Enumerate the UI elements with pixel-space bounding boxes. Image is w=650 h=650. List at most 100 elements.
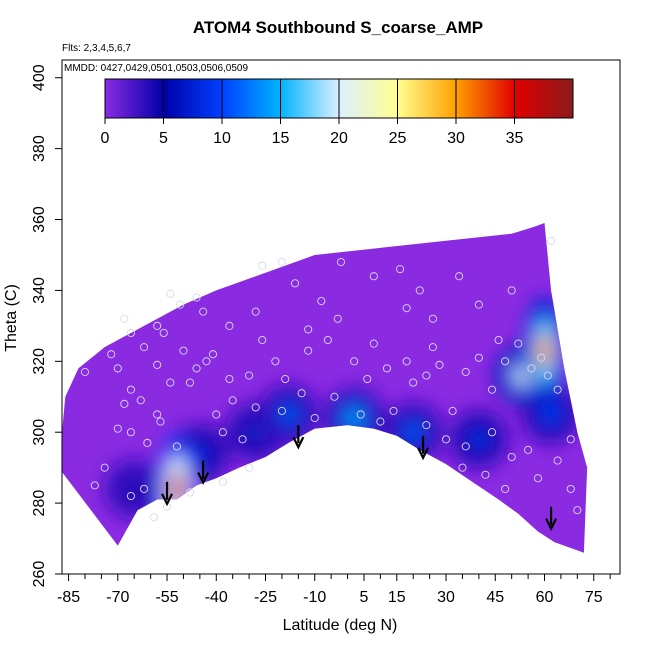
dates-label: MMDD: 0427,0429,0501,0503,0506,0509 [64, 63, 248, 74]
x-tick-label-4: -25 [254, 589, 277, 606]
data-point-81 [566, 484, 575, 493]
hot-spot-6-layer-2 [403, 422, 424, 443]
data-point-13 [166, 378, 175, 387]
x-tick-label-6: 5 [360, 589, 369, 606]
colorbar-tick-label-5: 25 [389, 130, 407, 147]
data-point-106 [277, 258, 286, 267]
data-point-84 [140, 343, 149, 352]
data-point-91 [336, 258, 346, 267]
data-point-33 [350, 357, 359, 366]
data-point-58 [330, 392, 339, 401]
colorbar-tick-label-3: 15 [272, 130, 290, 147]
hot-spot-1-layer-2 [245, 422, 266, 443]
x-tick-label-5: -10 [303, 589, 326, 606]
data-point-82 [573, 506, 582, 515]
data-point-31 [323, 335, 332, 345]
data-point-53 [218, 428, 227, 437]
x-tick-label-2: -55 [155, 589, 178, 606]
data-point-100 [199, 307, 208, 316]
data-point-43 [461, 367, 470, 376]
data-point-52 [212, 410, 221, 419]
data-point-40 [428, 343, 437, 352]
colorbar-tick-label-7: 35 [506, 130, 524, 147]
data-point-24 [228, 396, 237, 405]
data-point-95 [428, 314, 437, 323]
hot-spot-2-layer-2 [189, 443, 210, 464]
data-point-57 [310, 413, 319, 423]
x-tick-label-11: 75 [585, 589, 603, 606]
data-point-34 [363, 374, 372, 384]
y-tick-label-1: 280 [31, 490, 48, 517]
data-point-20 [176, 300, 185, 309]
data-point-7 [113, 424, 122, 433]
data-point-15 [192, 364, 201, 373]
colorbar-tick-label-0: 0 [101, 130, 110, 147]
data-point-99 [225, 321, 234, 330]
data-point-48 [527, 364, 536, 373]
x-tick-label-7: 15 [388, 589, 406, 606]
data-point-54 [238, 435, 247, 444]
data-point-89 [317, 296, 326, 306]
data-point-29 [297, 389, 306, 398]
data-point-11 [156, 417, 165, 426]
x-tick-label-0: -85 [57, 589, 80, 606]
data-point-45 [487, 385, 497, 394]
data-point-39 [422, 371, 431, 380]
data-point-63 [441, 435, 451, 444]
data-point-28 [281, 374, 290, 384]
data-point-61 [389, 406, 398, 415]
data-point-85 [126, 385, 135, 394]
data-point-10 [143, 438, 152, 447]
x-tick-label-10: 60 [536, 589, 554, 606]
data-point-92 [369, 272, 378, 281]
arrow-3 [417, 435, 430, 461]
hot-spot-5-layer-2 [278, 404, 299, 425]
data-point-87 [90, 481, 99, 490]
hot-spot-9-layer-2 [537, 332, 552, 369]
data-point-76 [245, 463, 254, 472]
data-point-90 [290, 279, 300, 288]
hot-spot-7-layer-2 [344, 408, 365, 429]
colorbar: 0 5 10 15 20 25 30 35 [101, 78, 574, 147]
data-point-4 [113, 364, 122, 373]
data-point-65 [487, 428, 497, 437]
y-tick-label-5: 360 [31, 206, 48, 233]
data-point-69 [566, 435, 575, 444]
data-point-3 [126, 328, 135, 338]
arrow-0 [161, 481, 174, 507]
data-point-42 [448, 406, 457, 415]
data-point-64 [461, 442, 470, 451]
data-point-68 [553, 456, 562, 465]
data-point-50 [543, 371, 552, 380]
data-point-26 [258, 335, 267, 345]
data-point-98 [251, 307, 260, 316]
data-point-2 [120, 314, 129, 323]
plot-frame [61, 59, 621, 575]
data-point-5 [120, 399, 129, 408]
data-point-75 [218, 477, 227, 486]
data-point-0 [80, 367, 90, 376]
y-axis-label: Theta (C) [3, 284, 20, 352]
y-tick-label-3: 320 [31, 348, 48, 375]
y-tick-label-2: 300 [31, 419, 48, 446]
data-point-59 [356, 410, 365, 419]
data-point-86 [100, 463, 109, 472]
data-point-78 [481, 470, 490, 479]
data-point-66 [507, 452, 516, 462]
data-point-25 [245, 371, 254, 380]
data-point-6 [136, 396, 145, 405]
x-axis: -85 -70 -55 -40 -25 -10 5 15 30 45 60 75 [57, 574, 611, 606]
colorbar-tick-label-1: 5 [159, 130, 168, 147]
x-axis-label: Latitude (deg N) [283, 617, 398, 634]
data-point-49 [537, 353, 546, 362]
data-point-51 [553, 385, 562, 394]
data-point-104 [547, 236, 556, 245]
arrow-4 [545, 506, 558, 532]
data-point-71 [126, 491, 135, 501]
data-point-9 [153, 410, 162, 419]
data-point-83 [153, 360, 162, 369]
data-point-32 [333, 314, 342, 323]
hot-spot-3-layer-2 [468, 429, 489, 450]
data-point-72 [149, 513, 158, 522]
